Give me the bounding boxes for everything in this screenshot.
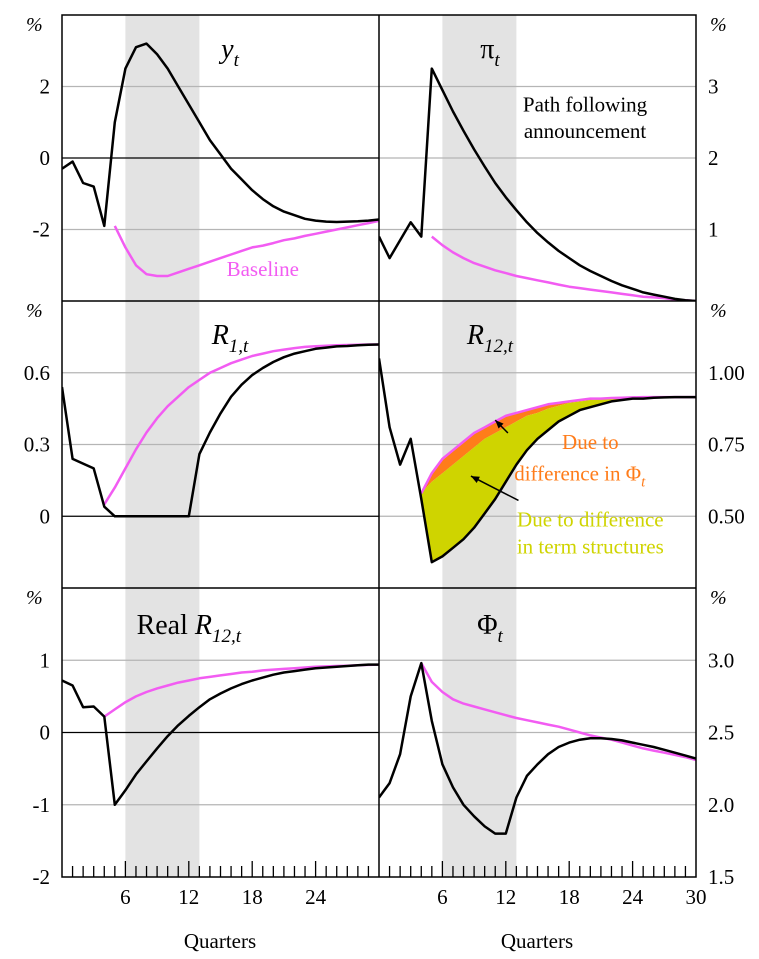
panel-title: πt — [480, 34, 500, 71]
y-tick-label: 1.00 — [708, 361, 745, 385]
plot-area — [62, 15, 379, 301]
y-tick-label: -1 — [33, 793, 51, 817]
x-tick-label: 18 — [242, 885, 263, 909]
panel-title: R12,t — [466, 320, 514, 357]
y-tick-label: 3 — [708, 75, 719, 99]
y-tick-label: 0.75 — [708, 433, 745, 457]
x-ticks — [71, 861, 370, 877]
y-tick-label: 2 — [40, 75, 51, 99]
path-line — [62, 343, 379, 518]
y-tick-label: 0.50 — [708, 504, 745, 528]
panel-3: R1,t — [62, 301, 379, 588]
panel-1: Baseline yt — [62, 15, 379, 301]
y-tick-label: 0 — [40, 504, 51, 528]
plot-area — [379, 588, 696, 877]
axes-labels-layer: -202%123%00.30.6%0.500.751.00%-2-101%6 12… — [24, 14, 745, 909]
panel-6: Φt — [379, 588, 696, 877]
annotation-text: Baseline — [227, 257, 299, 281]
unit-label: % — [710, 14, 727, 36]
path-line — [379, 661, 696, 835]
y-tick-label: 0 — [40, 721, 51, 745]
annotation-text: in term structures — [517, 535, 664, 559]
x-axis-label-right: Quarters — [501, 929, 573, 953]
path-line — [62, 42, 379, 228]
x-axis-label-left: Quarters — [184, 929, 256, 953]
y-tick-label: 0.3 — [24, 433, 50, 457]
y-tick-label: 2 — [708, 146, 719, 170]
annotation-arrowhead — [470, 476, 480, 483]
y-tick-label: 3.0 — [708, 648, 734, 672]
y-tick-label: 0 — [40, 146, 51, 170]
x-tick-label: 24 — [305, 885, 327, 909]
y-tick-label: -2 — [33, 865, 51, 889]
x-tick-label: 24 — [622, 885, 644, 909]
fill-term-structure-difference — [421, 397, 696, 563]
x-tick-label: 6 — [437, 885, 448, 909]
y-tick-label: 0.6 — [24, 361, 50, 385]
x-tick-label: 12 — [495, 885, 516, 909]
annotation-arrow — [470, 475, 519, 502]
path-line — [379, 67, 696, 301]
annotation-text: Due to difference — [517, 507, 664, 531]
panel-4: Due to difference in Φt Due to difference i… — [379, 301, 696, 588]
baseline-line — [113, 219, 379, 278]
annotation-text: Path following — [523, 93, 648, 117]
annotation-text: announcement — [524, 119, 647, 143]
path-line — [379, 358, 696, 564]
panel-title: Real R12,t — [137, 610, 242, 647]
figure-frame — [61, 14, 697, 878]
y-tick-label: 1 — [708, 218, 719, 242]
unit-label: % — [26, 300, 43, 322]
x-tick-label: 30 — [686, 885, 707, 909]
unit-label: % — [26, 14, 43, 36]
panel-5: Real R12,t — [62, 588, 379, 877]
fill-phi-difference — [421, 397, 696, 494]
unit-label: % — [710, 300, 727, 322]
y-tick-label: 1 — [40, 648, 51, 672]
y-tick-label: 2.0 — [708, 793, 734, 817]
path-line — [62, 663, 379, 807]
x-tick-label: 18 — [559, 885, 580, 909]
x-ticks — [388, 861, 687, 877]
baseline-line — [420, 662, 696, 762]
panel-title: R1,t — [211, 320, 249, 357]
plot-area — [62, 301, 379, 588]
annotation-text: difference in Φt — [514, 461, 646, 490]
y-tick-label: 2.5 — [708, 721, 734, 745]
panel-title: yt — [218, 34, 239, 71]
plot-area — [62, 588, 379, 877]
unit-label: % — [710, 587, 727, 609]
y-tick-label: 1.5 — [708, 865, 734, 889]
baseline-line — [431, 235, 696, 301]
unit-label: % — [26, 587, 43, 609]
baseline-line — [103, 343, 379, 505]
x-tick-label: 12 — [178, 885, 199, 909]
x-tick-label: 6 — [120, 885, 131, 909]
y-tick-label: -2 — [33, 218, 51, 242]
annotation-text: Due to — [562, 430, 619, 454]
plot-area — [379, 15, 696, 301]
panel-title: Φt — [477, 610, 503, 647]
plot-area — [379, 301, 696, 588]
annotation-arrowhead — [495, 420, 504, 429]
